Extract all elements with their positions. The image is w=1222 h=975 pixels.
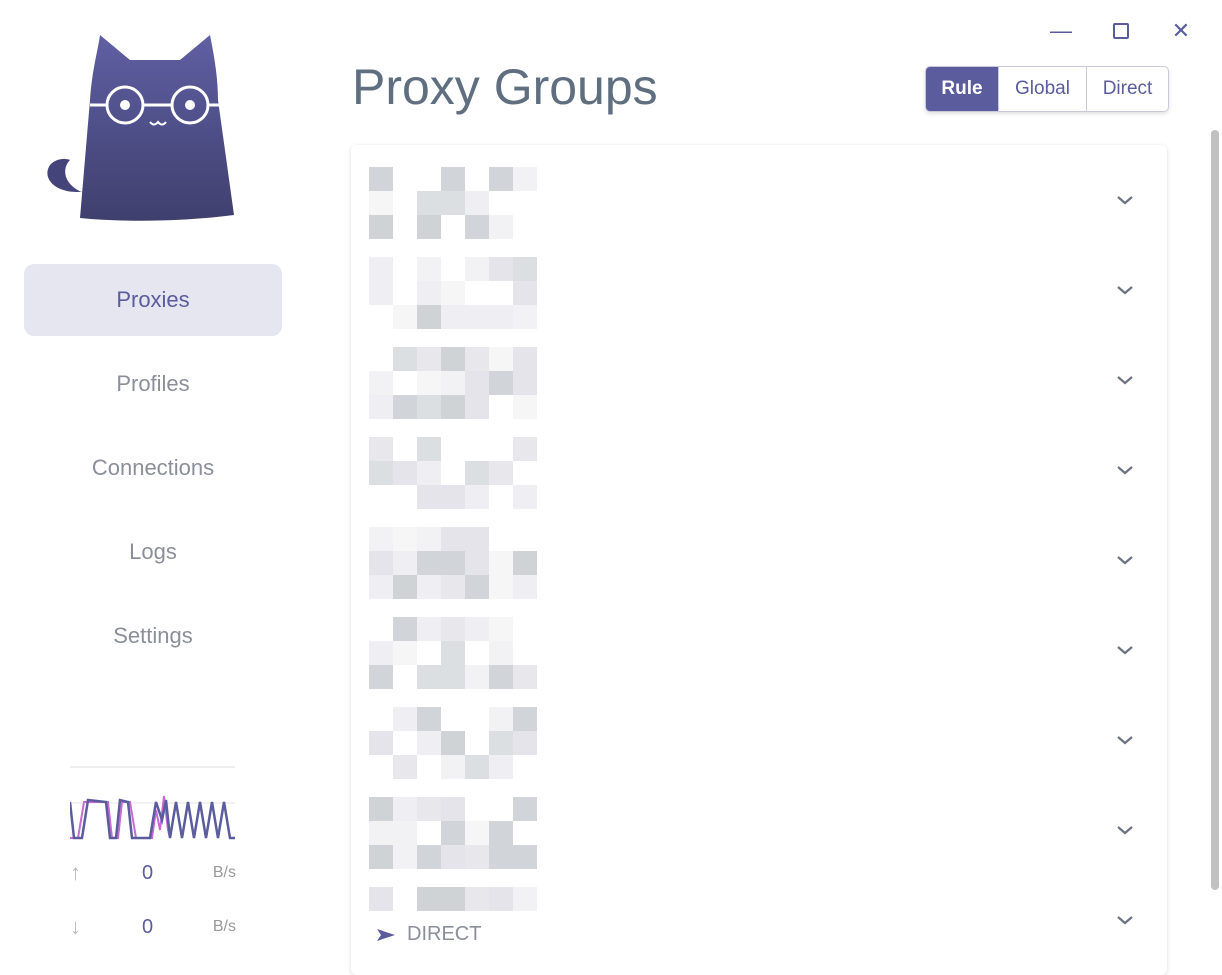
chevron-down-icon[interactable] bbox=[1113, 458, 1137, 482]
chevron-down-icon[interactable] bbox=[1113, 548, 1137, 572]
chevron-down-icon[interactable] bbox=[1113, 728, 1137, 752]
scrollbar[interactable] bbox=[1211, 130, 1219, 890]
download-value: 0 bbox=[141, 915, 154, 938]
proxy-group-row[interactable] bbox=[351, 155, 1167, 245]
cat-logo bbox=[47, 35, 234, 221]
proxy-group-row[interactable] bbox=[351, 245, 1167, 335]
blurred-group-info bbox=[369, 167, 537, 239]
blurred-group-info bbox=[369, 617, 537, 689]
upload-unit: B/s bbox=[212, 864, 236, 881]
sidebar-item-label: Connections bbox=[91, 455, 215, 480]
traffic-divider bbox=[70, 766, 235, 768]
blurred-group-info bbox=[369, 707, 537, 779]
chevron-down-icon[interactable] bbox=[1113, 908, 1137, 932]
arrow-down-icon: ↓ bbox=[70, 914, 81, 939]
sidebar: Proxies Profiles Connections Logs Settin… bbox=[0, 0, 305, 956]
mode-switch: Rule Global Direct bbox=[925, 66, 1169, 112]
blurred-group-info bbox=[369, 347, 537, 419]
upload-speed: ↑ 0 B/s bbox=[70, 858, 236, 888]
upload-value: 0 bbox=[141, 861, 154, 884]
sidebar-item-label: Profiles bbox=[116, 371, 190, 396]
chevron-down-icon[interactable] bbox=[1113, 278, 1137, 302]
mode-global-button[interactable]: Global bbox=[998, 67, 1086, 111]
proxy-group-row[interactable] bbox=[351, 335, 1167, 425]
chevron-down-icon[interactable] bbox=[1113, 818, 1137, 842]
sidebar-item-label: Proxies bbox=[116, 287, 190, 312]
proxy-group-row[interactable] bbox=[351, 695, 1167, 785]
blurred-group-info bbox=[369, 887, 537, 911]
chevron-down-icon[interactable] bbox=[1113, 638, 1137, 662]
proxy-groups-list: DIRECT bbox=[351, 145, 1167, 975]
sidebar-item-label: Settings bbox=[113, 623, 193, 648]
sidebar-item-proxies[interactable]: Proxies bbox=[24, 264, 282, 336]
chevron-down-icon[interactable] bbox=[1113, 188, 1137, 212]
download-unit: B/s bbox=[212, 918, 236, 935]
sidebar-item-profiles[interactable]: Profiles bbox=[24, 348, 282, 420]
sidebar-item-label: Logs bbox=[129, 539, 177, 564]
page-title: Proxy Groups bbox=[352, 59, 658, 115]
proxy-group-row[interactable] bbox=[351, 515, 1167, 605]
selected-proxy: DIRECT bbox=[375, 923, 488, 946]
mode-rule-button[interactable]: Rule bbox=[926, 67, 998, 111]
maximize-icon[interactable] bbox=[1106, 16, 1136, 46]
proxy-group-row[interactable] bbox=[351, 875, 1167, 965]
download-line bbox=[70, 795, 171, 839]
mode-direct-button[interactable]: Direct bbox=[1086, 67, 1168, 111]
chevron-down-icon[interactable] bbox=[1113, 368, 1137, 392]
close-icon[interactable]: ✕ bbox=[1171, 18, 1191, 43]
send-icon bbox=[377, 928, 395, 941]
sidebar-item-settings[interactable]: Settings bbox=[24, 600, 282, 672]
upload-line bbox=[70, 798, 235, 840]
blurred-group-info bbox=[369, 257, 537, 329]
blurred-group-info bbox=[369, 797, 537, 869]
blurred-group-info bbox=[369, 527, 537, 599]
sidebar-item-connections[interactable]: Connections bbox=[24, 432, 282, 504]
sidebar-item-logs[interactable]: Logs bbox=[24, 516, 282, 588]
traffic-graph bbox=[70, 795, 235, 840]
arrow-up-icon: ↑ bbox=[70, 860, 81, 885]
blurred-group-info bbox=[369, 437, 537, 509]
download-speed: ↓ 0 B/s bbox=[70, 912, 236, 942]
selected-proxy-label: DIRECT bbox=[407, 923, 482, 945]
proxy-group-row[interactable] bbox=[351, 605, 1167, 695]
proxy-group-row[interactable] bbox=[351, 785, 1167, 875]
minimize-icon[interactable]: — bbox=[1050, 18, 1072, 43]
proxy-group-row[interactable] bbox=[351, 425, 1167, 515]
